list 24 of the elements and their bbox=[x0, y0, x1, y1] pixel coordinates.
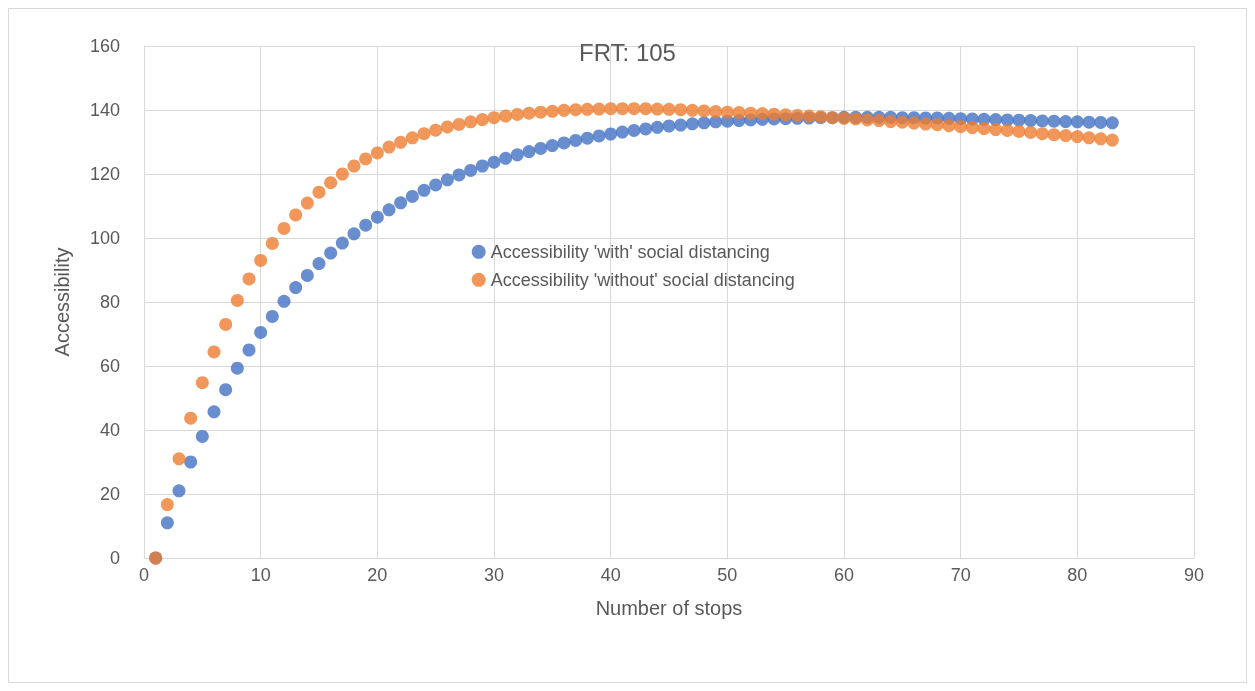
y-tick-label: 120 bbox=[89, 164, 120, 184]
y-tick-label: 20 bbox=[99, 484, 120, 504]
y-tick-label: 60 bbox=[99, 356, 120, 376]
chart-title: FRT: 105 bbox=[579, 38, 676, 66]
y-axis-title: Accessibility bbox=[51, 247, 73, 357]
x-tick-label: 70 bbox=[950, 565, 971, 585]
y-tick-label: 0 bbox=[109, 548, 120, 568]
x-tick-label: 40 bbox=[600, 565, 621, 585]
x-axis-title: Number of stops bbox=[595, 597, 743, 619]
x-tick-label: 30 bbox=[483, 565, 505, 585]
y-tick-label: 80 bbox=[99, 292, 120, 312]
legend-label: Accessibility 'without' social distancing bbox=[490, 269, 795, 290]
x-tick-label: 20 bbox=[367, 565, 388, 585]
y-tick-label: 160 bbox=[89, 36, 120, 56]
y-tick-label: 140 bbox=[89, 100, 120, 120]
x-tick-label: 0 bbox=[138, 565, 150, 585]
x-tick-label: 50 bbox=[717, 565, 738, 585]
x-tick-label: 80 bbox=[1067, 565, 1088, 585]
y-tick-label: 40 bbox=[99, 420, 120, 440]
x-tick-label: 90 bbox=[1183, 565, 1205, 585]
x-tick-label: 60 bbox=[833, 565, 855, 585]
x-tick-label: 10 bbox=[250, 565, 271, 585]
legend-label: Accessibility 'with' social distancing bbox=[490, 241, 770, 262]
y-tick-label: 100 bbox=[89, 228, 120, 248]
